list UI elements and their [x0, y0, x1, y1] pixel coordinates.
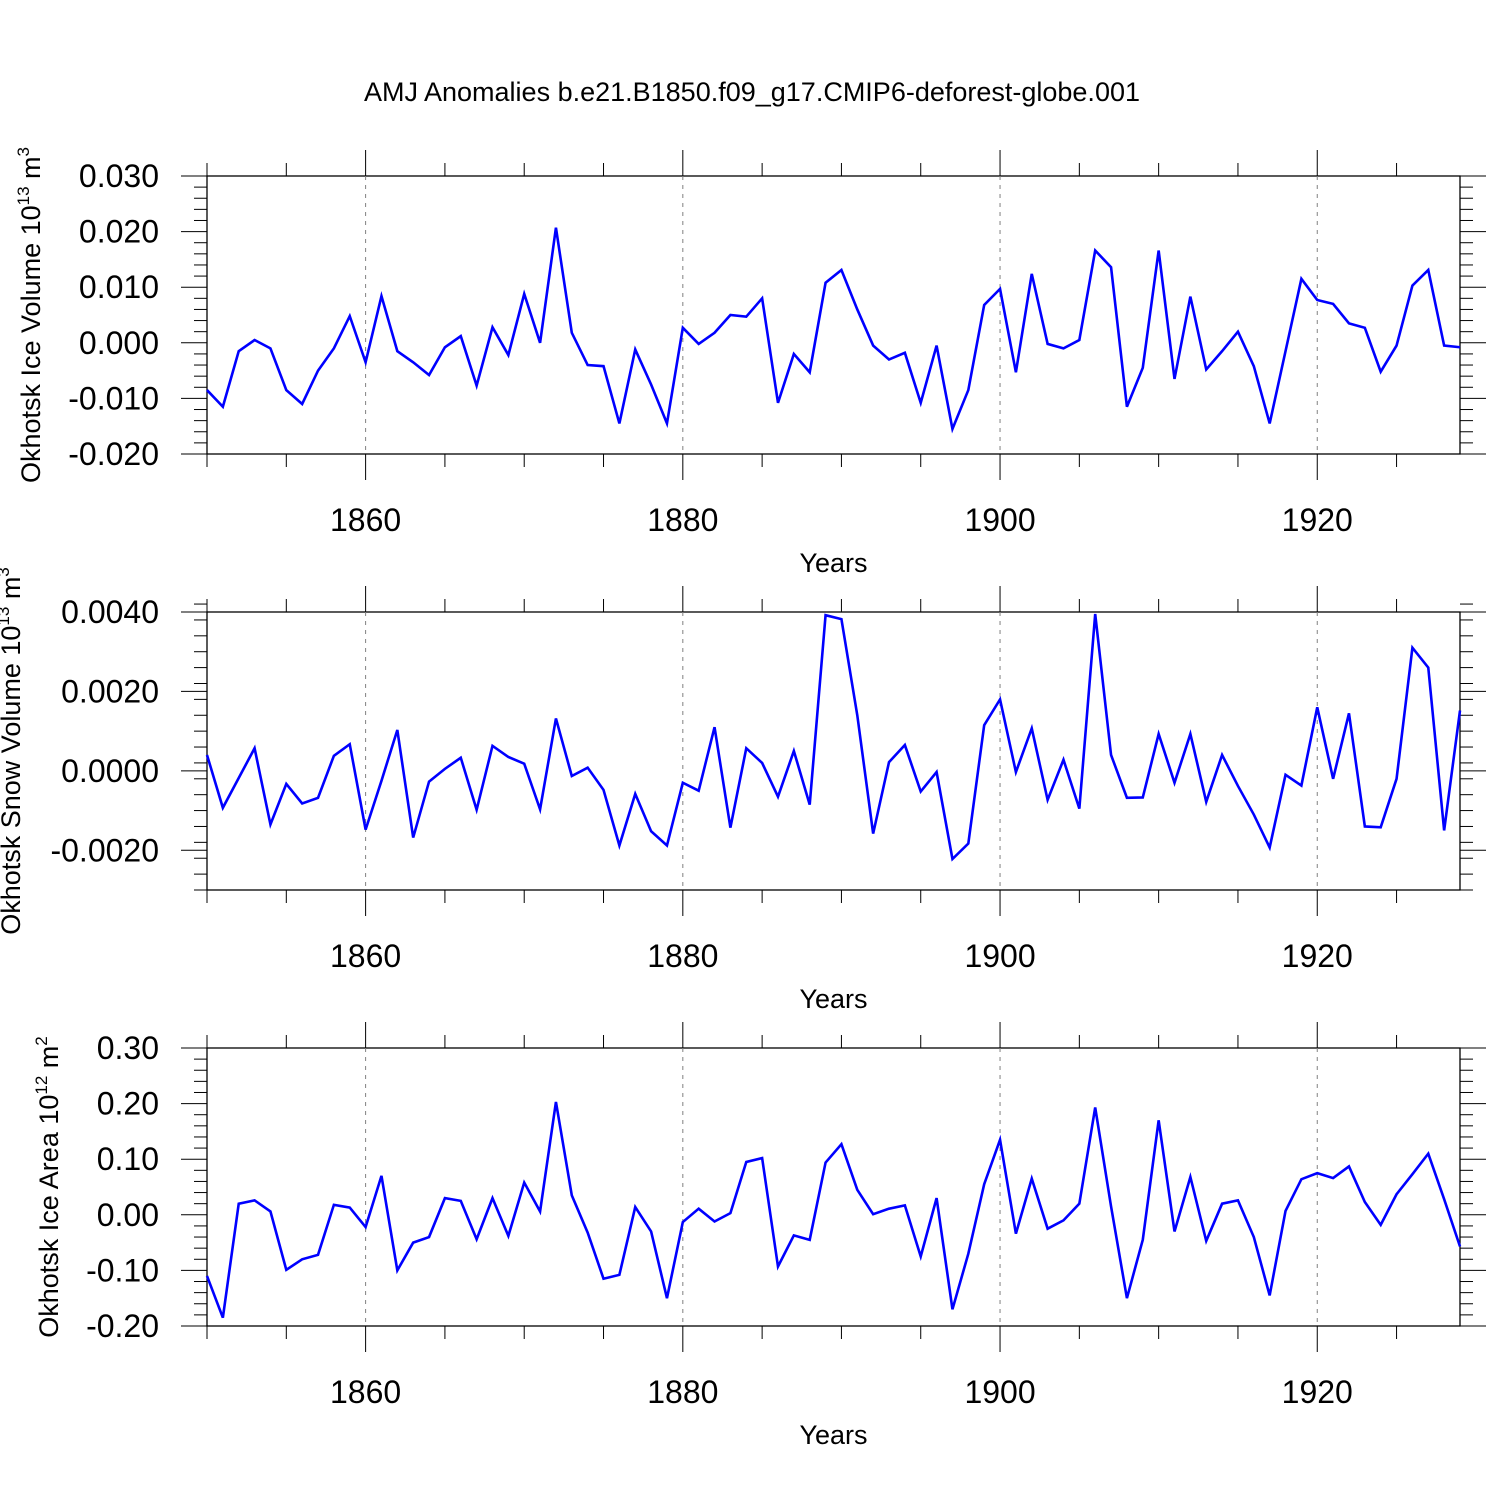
- panel1-y-tick-label: -0.020: [68, 436, 159, 472]
- panel1-data-points: [207, 228, 1460, 429]
- panel3-x-tick-label: 1900: [964, 1374, 1035, 1410]
- panel3-y-tick-label: -0.10: [86, 1252, 159, 1288]
- panel3-y-tick-label: 0.20: [97, 1086, 159, 1122]
- panel1-y-axis-label-text: Okhotsk Ice Volume 10: [16, 205, 46, 483]
- panel3-y-axis-label-unit-exponent: 2: [32, 1036, 51, 1045]
- panel1-y-tick-label: -0.010: [68, 380, 159, 416]
- panel2-x-tick-label: 1920: [1282, 938, 1353, 974]
- panel3-x-axis-label: Years: [799, 1420, 867, 1450]
- panel1-x-axis-label: Years: [799, 548, 867, 578]
- panel3-x-tick-label: 1880: [647, 1374, 718, 1410]
- panel3-y-tick-label: 0.30: [97, 1030, 159, 1066]
- panel1-y-tick-label: 0.010: [79, 269, 159, 305]
- panel1-y-tick-label: 0.000: [79, 325, 159, 361]
- panel2-series-line: [207, 614, 1460, 859]
- panel2-y-tick-label: 0.0040: [61, 594, 159, 630]
- panel1-x-tick-label: 1860: [330, 502, 401, 538]
- panel1-x-tick-label: 1900: [964, 502, 1035, 538]
- panel1-x-tick-label: 1920: [1282, 502, 1353, 538]
- panel2-y-tick-label: 0.0020: [61, 673, 159, 709]
- panel3-y-tick-label: 0.00: [97, 1197, 159, 1233]
- panel2-y-axis-label-text: Okhotsk Snow Volume 10: [0, 626, 26, 935]
- panel2-y-axis-label: Okhotsk Snow Volume 1013 m3: [0, 567, 26, 935]
- panel2-y-axis-label-unit: m: [0, 577, 26, 607]
- panel3-series-line: [207, 1102, 1460, 1318]
- panel2-plot-frame: [207, 612, 1460, 890]
- panel3-y-tick-label: -0.20: [86, 1308, 159, 1344]
- panel2-y-axis-label-exponent: 13: [0, 607, 13, 626]
- panel2-x-tick-label: 1900: [964, 938, 1035, 974]
- panel3-x-tick-label: 1920: [1282, 1374, 1353, 1410]
- panel3-y-axis-label-exponent: 12: [32, 1076, 51, 1095]
- panel1-series-line: [207, 228, 1460, 429]
- panel2-y-axis-label-unit-exponent: 3: [0, 567, 13, 576]
- panel3-y-axis-label: Okhotsk Ice Area 1012 m2: [32, 1036, 64, 1338]
- panel3-y-tick-label: 0.10: [97, 1141, 159, 1177]
- panel1-y-tick-label: 0.020: [79, 214, 159, 250]
- panel3-y-axis-label-unit: m: [34, 1046, 64, 1076]
- chart-panel-3: 1860 1880 1900 1920 Years -0.20 -0.10 0.00 0.10 0…: [32, 1022, 1486, 1450]
- panel2-y-tick-label: -0.0020: [50, 832, 159, 868]
- panel2-y-tick-label: 0.0000: [61, 753, 159, 789]
- chart-panel-1: 1860 1880 1900 1920 Years -0.020 -0.010 0.000 0.…: [14, 147, 1486, 578]
- panel1-y-axis-label-unit-exponent: 3: [14, 147, 33, 156]
- panel3-x-tick-label: 1860: [330, 1374, 401, 1410]
- panel1-y-axis-label: Okhotsk Ice Volume 1013 m3: [14, 147, 46, 483]
- panel2-x-tick-label: 1880: [647, 938, 718, 974]
- panel1-y-tick-label: 0.030: [79, 158, 159, 194]
- panel1-y-axis-label-unit: m: [16, 156, 46, 186]
- panel2-x-axis-label: Years: [799, 984, 867, 1014]
- panels: 1860 1880 1900 1920 Years -0.020 -0.010 0.000 0.…: [0, 147, 1486, 1450]
- panel3-y-axis-label-text: Okhotsk Ice Area 10: [34, 1095, 64, 1338]
- chart-panel-2: 1860 1880 1900 1920 Years -0.0020 0.0000 0.0020…: [0, 567, 1486, 1014]
- panel1-y-axis-label-exponent: 13: [14, 186, 33, 205]
- figure-title: AMJ Anomalies b.e21.B1850.f09_g17.CMIP6-…: [364, 77, 1140, 107]
- panel1-x-tick-label: 1880: [647, 502, 718, 538]
- panel2-x-tick-label: 1860: [330, 938, 401, 974]
